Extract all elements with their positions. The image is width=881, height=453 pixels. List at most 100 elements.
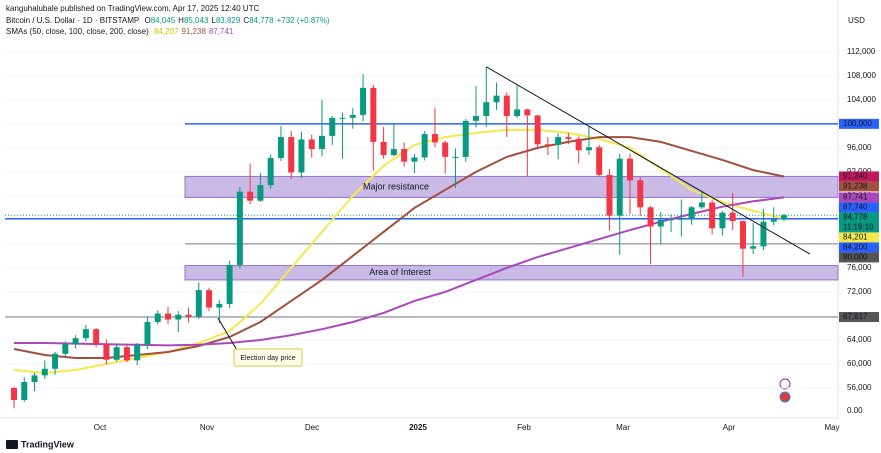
candle-body [267,158,274,186]
candle-body [781,215,787,220]
candle-body [596,147,603,175]
candle-body [380,141,387,156]
candle-body [647,207,654,227]
quote-key: C [243,16,250,25]
change: +732 (+0.87%) [276,16,330,25]
candle-body [11,387,17,400]
candle-body [452,156,459,158]
candle-body [421,134,428,158]
candle-body [503,95,510,117]
price-badge-label: 100,000 [843,119,872,128]
candle-body [185,314,192,317]
quote-line: Bitcoin / U.S. Dollar · 1D · BITSTAMP O8… [6,16,333,25]
candle-body [329,117,336,136]
candle-body [257,185,264,201]
candle-body [524,109,531,116]
price-badge [839,171,879,182]
price-badge [839,181,879,192]
price-badge-label: 91,240 [843,172,868,181]
candle-body [288,137,295,173]
event-icon[interactable] [779,378,791,390]
candle-body [62,344,69,354]
candle-body [41,368,48,376]
candle-body [401,149,408,162]
candle-body [565,137,572,139]
candle-body [462,120,469,157]
candle-body [678,218,685,220]
candle-body [442,142,449,157]
indicator-value: 84,207 [153,27,179,36]
x-tick-label: Oct [94,423,107,432]
candle-body [483,102,490,117]
indicator-line: SMAs (50, close, 100, close, 200, close)… [6,27,236,36]
candle-body [698,202,705,208]
brand: TradingView [21,439,75,449]
flag-icon[interactable] [779,391,791,403]
indicator-axis-label: 0.00 [847,406,863,415]
candle-body [473,116,479,121]
zone-label: Major resistance [363,181,429,191]
candle-body [175,314,182,320]
candle-body [657,219,664,227]
candle-body [739,221,746,249]
candle-body [709,202,716,229]
candle-body [637,180,644,208]
candle-body [21,381,28,400]
x-tick-label: Feb [517,423,531,432]
candle-body [585,147,592,151]
candle-body [144,321,151,345]
symbol: Bitcoin / U.S. Dollar · 1D · BITSTAMP [6,16,140,25]
x-tick-label: Nov [200,423,214,432]
candle-body [431,134,438,143]
candle-body [760,221,767,247]
price-badge [839,212,879,233]
zone [184,175,839,198]
x-tick-label: May [824,423,839,432]
price-badge-label: 84,200 [843,243,868,252]
price-badge-label: 87,741 [843,193,868,202]
candle-body [534,115,541,145]
candle-body [31,375,38,382]
candle-body [627,158,633,181]
plot [5,51,839,409]
annotation: Election day price [240,355,295,362]
quote-key: O [144,16,151,25]
sma-line [13,128,785,375]
y-tick-label: 96,000 [847,143,872,152]
candle-body [226,264,233,304]
annotation-box [233,348,303,367]
quote-key: L [211,16,216,25]
candle-body [770,219,777,222]
candle-body [319,135,325,150]
annotation-pointer [217,317,239,353]
candle-body [134,344,141,361]
sma-line [13,136,785,359]
price-badge [839,232,879,243]
candle-body [72,338,79,345]
quote-value: 84,045 [150,16,176,25]
candle-body [349,114,356,118]
candle-body [103,344,110,360]
candle-body [555,137,562,145]
candle-body [308,139,315,150]
y-tick-label: 64,000 [847,335,872,344]
candle-body [616,158,623,216]
brand-logo [6,440,18,449]
x-tick-label: Mar [616,423,630,432]
y-tick-label: 112,000 [847,47,876,56]
candle-body [411,157,418,162]
candle-body [123,347,130,361]
candle-body [729,212,736,222]
y-tick-label: 108,000 [847,71,876,80]
price-badge-label: 80,000 [843,253,868,262]
quote-value: 84,778 [249,16,274,25]
candle-body [52,353,59,369]
price-badge [839,118,879,129]
x-tick-label: Dec [305,423,319,432]
candle-body [544,144,551,146]
indicator-value: 91,238 [181,27,206,36]
y-tick-label: 56,000 [847,383,872,392]
candle-body [370,87,377,142]
y-tick-label: 104,000 [847,95,876,104]
